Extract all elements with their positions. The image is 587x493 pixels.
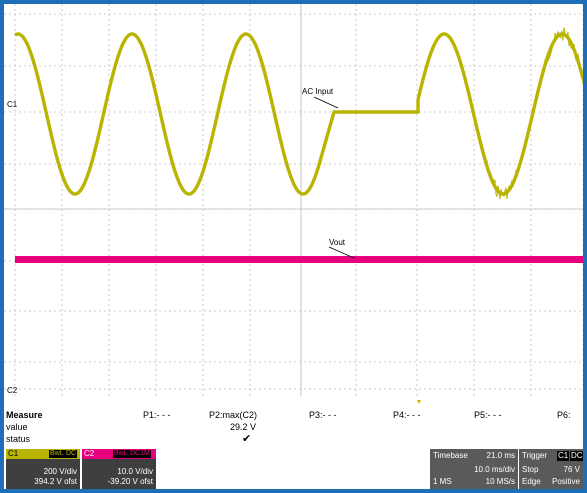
channel-2-tag-label: C2	[84, 449, 95, 458]
channel-2-trace	[15, 256, 583, 263]
channel-1-bwl-badge: BwL	[49, 450, 65, 458]
oscilloscope-window: C1 C2 AC Input Vout Measure P1:- - - P2:…	[4, 4, 583, 489]
channel-2-bwl-badge: BwL	[113, 450, 129, 458]
measure-title[interactable]: Measure	[6, 410, 43, 420]
channel-1-vdiv: 200 V/div	[43, 467, 77, 476]
timebase-delay: 21.0 ms	[486, 451, 515, 460]
ac-input-label: AC Input	[302, 87, 334, 96]
trigger-position-marker[interactable]	[417, 400, 421, 404]
trigger-slope: Positive	[551, 477, 580, 486]
measure-p3[interactable]: P3:- - -	[309, 410, 337, 420]
measure-p2[interactable]: P2:max(C2)	[209, 410, 258, 420]
waveform-display[interactable]: C1 C2 AC Input Vout	[4, 4, 583, 410]
timebase-sample-rate: 10 MS/s	[485, 477, 515, 486]
measure-p5[interactable]: P5:- - -	[474, 410, 502, 420]
trigger-panel[interactable]: Trigger C1 DC Stop 76 V Edge Positive	[519, 449, 583, 489]
channel-2-descriptor[interactable]: C2 BwL DC1M 10.0 V/div -39.20 V ofst	[82, 449, 156, 489]
trigger-title: Trigger	[522, 451, 548, 460]
timebase-panel[interactable]: Timebase 21.0 ms 10.0 ms/div 1 MS 10 MS/…	[430, 449, 518, 489]
display-background	[4, 4, 583, 410]
channel-1-coupling-badge: DC	[65, 450, 78, 458]
channel-2-offset: -39.20 V ofst	[107, 477, 153, 486]
timebase-samples: 1 MS	[433, 477, 452, 486]
timebase-tdiv: 10.0 ms/div	[474, 465, 515, 474]
measure-p2-status-check: ✔	[242, 433, 252, 445]
measure-p4[interactable]: P4:- - -	[393, 410, 421, 420]
channel-1-descriptor[interactable]: C1 BwL DC 200 V/div 394.2 V ofst	[6, 449, 80, 489]
channel-1-offset: 394.2 V ofst	[34, 477, 77, 486]
channel-2-marker[interactable]: C2	[7, 386, 18, 395]
measure-row-status: status	[6, 434, 31, 444]
channel-1-trace	[14, 32, 583, 196]
channel-1-tag-label: C1	[8, 449, 19, 458]
measure-p1[interactable]: P1:- - -	[143, 410, 171, 420]
trigger-source-badge: C1	[557, 451, 570, 461]
channel-1-tag: C1	[6, 449, 80, 459]
trigger-mode: Stop	[522, 465, 539, 474]
channel-2-coupling-badge: DC1M	[129, 450, 151, 458]
measure-p6[interactable]: P6:	[557, 410, 571, 420]
ac-input-pointer	[313, 96, 339, 109]
channel-1-noise-trace	[473, 27, 583, 200]
vout-pointer	[328, 246, 355, 259]
channel-2-vdiv: 10.0 V/div	[117, 467, 153, 476]
channel-1-marker[interactable]: C1	[7, 100, 18, 109]
trigger-coupling-badge: DC	[570, 451, 583, 461]
measure-row-value: value	[6, 422, 28, 432]
trigger-level: 76 V	[563, 465, 580, 474]
measure-p2-value: 29.2 V	[230, 422, 257, 432]
timebase-title: Timebase	[433, 451, 468, 460]
vout-label: Vout	[329, 238, 346, 247]
trigger-type: Edge	[522, 477, 541, 486]
